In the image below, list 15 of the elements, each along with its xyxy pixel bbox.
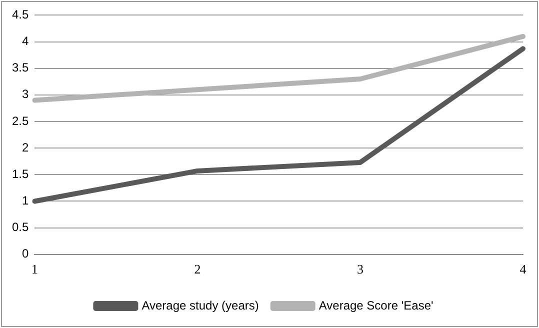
x-tick-label: 4 — [520, 262, 527, 277]
y-tick-label: 1.5 — [12, 166, 29, 181]
legend-label: Average study (years) — [142, 298, 259, 312]
y-tick-label: 0.5 — [12, 220, 29, 234]
x-tick-label: 2 — [194, 262, 201, 277]
legend-label: Average Score 'Ease' — [318, 298, 434, 312]
y-tick-label: 3 — [22, 87, 29, 102]
y-tick-label: 0 — [22, 246, 29, 261]
y-tick-label: 2 — [22, 140, 29, 154]
y-tick-label: 4 — [22, 34, 29, 48]
y-tick-label: 3.5 — [12, 60, 29, 75]
y-tick-label: 2.5 — [12, 114, 29, 128]
x-tick-label: 3 — [356, 262, 364, 277]
y-tick-label: 1 — [22, 194, 29, 208]
y-tick-label: 4.5 — [12, 8, 29, 22]
